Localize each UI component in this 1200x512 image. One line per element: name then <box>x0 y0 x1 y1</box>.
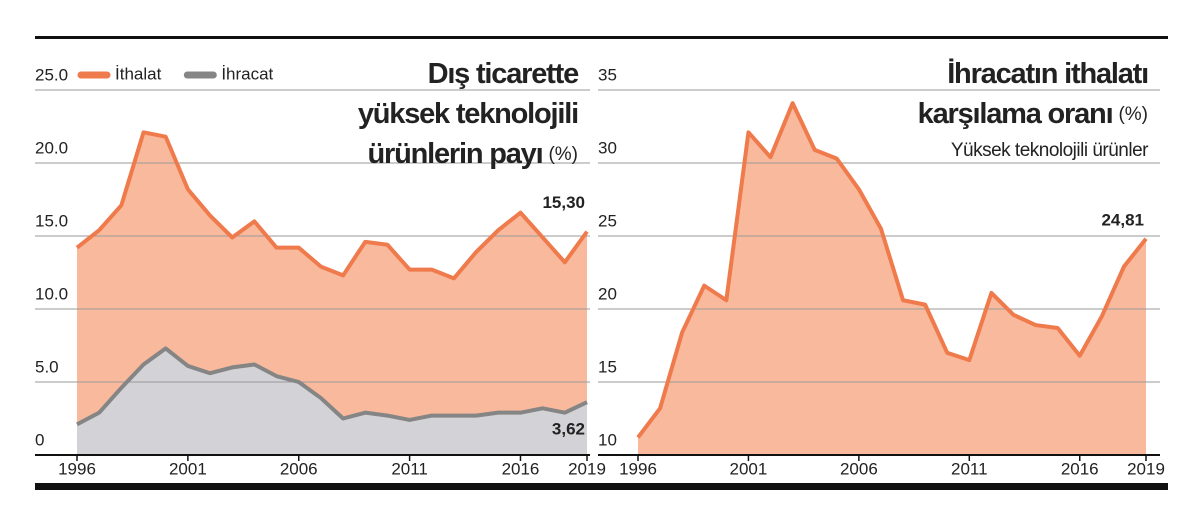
title-line: Dış ticarette <box>428 58 579 90</box>
title-line: yüksek teknolojili <box>358 98 578 130</box>
x-tick-label: 2016 <box>1061 459 1099 478</box>
title-line: İhracatın ithalatı <box>947 58 1148 90</box>
title-unit: (%) <box>548 144 578 165</box>
line <box>76 346 588 427</box>
y-tick-label: 10.0 <box>35 284 68 303</box>
y-tick-label: 10 <box>598 430 617 449</box>
area <box>77 348 587 455</box>
title-line: karşılama oranı <box>918 98 1113 130</box>
line <box>636 101 1148 439</box>
x-tick-label: 1996 <box>619 459 657 478</box>
chart-title: karşılama oranı (%) <box>918 98 1148 130</box>
y-tick-label: 30 <box>598 138 617 157</box>
chart-title: Dış ticarette <box>428 58 579 90</box>
x-tick-label: 2019 <box>568 459 606 478</box>
x-tick-label: 2001 <box>730 459 768 478</box>
chart-title: ürünlerin payı (%) <box>367 138 578 170</box>
data-label: 15,30 <box>542 193 585 212</box>
data-label: 3,62 <box>552 420 585 439</box>
title-line: ürünlerin payı <box>367 138 542 170</box>
x-tick-label: 2011 <box>391 459 428 478</box>
x-tick-label: 2019 <box>1127 459 1165 478</box>
y-tick-label: 35 <box>598 65 617 84</box>
bottom-rule <box>35 483 1168 490</box>
y-tick-label: 15.0 <box>35 211 68 230</box>
data-label: 24,81 <box>1101 210 1144 229</box>
x-tick-label: 1996 <box>58 459 96 478</box>
top-rule <box>35 36 1168 39</box>
chart-title: yüksek teknolojili <box>358 98 578 130</box>
x-tick-label: 2011 <box>951 459 988 478</box>
x-tick-label: 2016 <box>502 459 540 478</box>
legend-label: İthalat <box>115 64 162 83</box>
y-tick-label: 20 <box>598 284 617 303</box>
x-tick-label: 2006 <box>840 459 878 478</box>
x-tick-label: 2006 <box>280 459 318 478</box>
y-tick-label: 0 <box>35 430 44 449</box>
chart-title: İhracatın ithalatı <box>947 58 1148 90</box>
x-tick-label: 2001 <box>169 459 207 478</box>
area <box>638 103 1146 455</box>
title-unit: (%) <box>1118 104 1148 125</box>
y-tick-label: 5.0 <box>35 357 59 376</box>
y-tick-label: 20.0 <box>35 138 68 157</box>
y-tick-label: 15 <box>598 357 617 376</box>
legend-label: İhracat <box>221 64 273 83</box>
line <box>75 130 589 281</box>
y-tick-label: 25.0 <box>35 65 68 84</box>
y-tick-label: 25 <box>598 211 617 230</box>
subtitle: Yüksek teknolojili ürünler <box>951 140 1149 161</box>
